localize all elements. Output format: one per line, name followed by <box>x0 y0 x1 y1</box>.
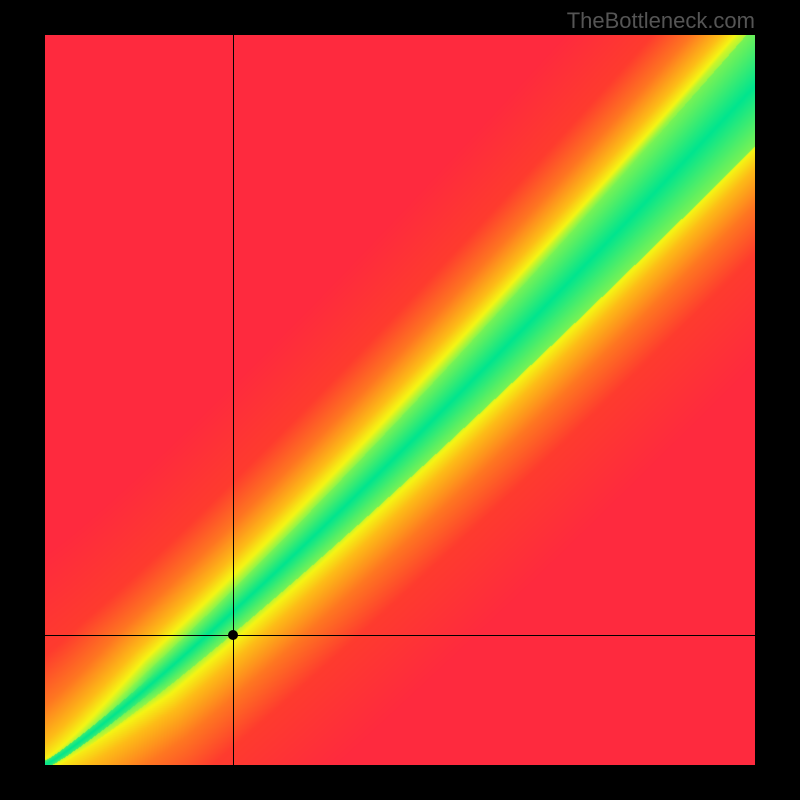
crosshair-marker <box>228 630 238 640</box>
heatmap-canvas <box>45 35 755 765</box>
crosshair-vertical <box>233 35 234 765</box>
bottleneck-heatmap <box>45 35 755 765</box>
crosshair-horizontal <box>45 635 755 636</box>
watermark-text: TheBottleneck.com <box>567 8 755 34</box>
